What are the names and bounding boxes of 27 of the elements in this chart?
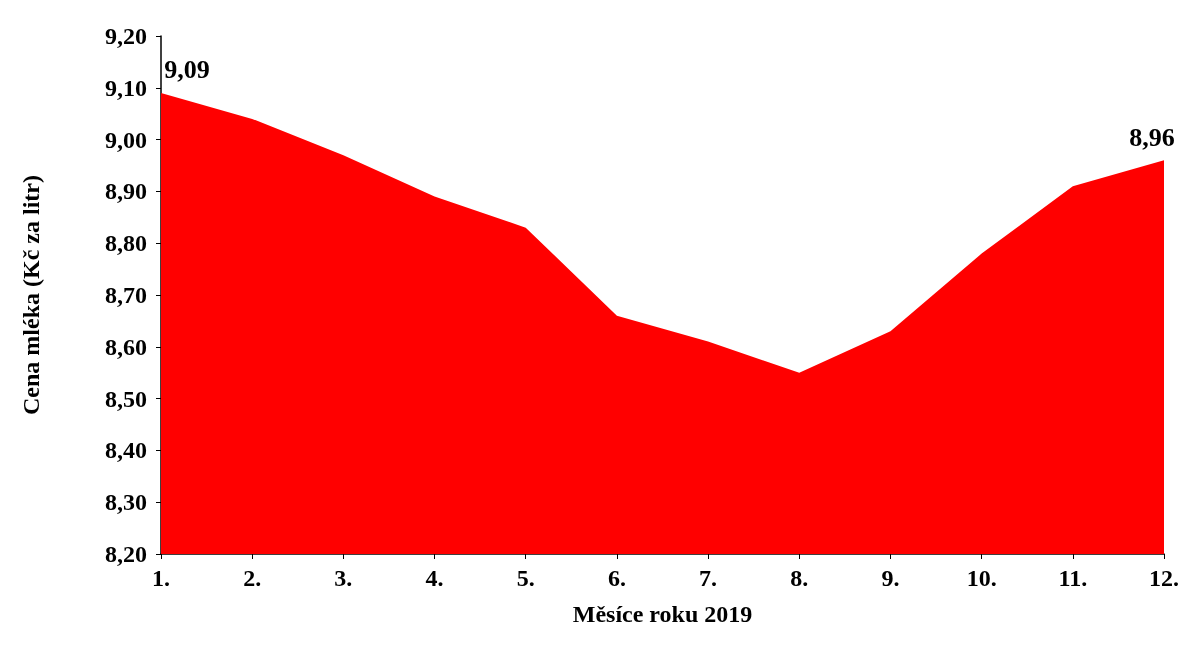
y-tick-label: 9,20 bbox=[105, 23, 147, 49]
y-tick-label: 8,30 bbox=[105, 489, 147, 516]
x-tick-label: 11. bbox=[1058, 565, 1088, 591]
x-tick-label: 2. bbox=[243, 565, 262, 591]
x-tick-label: 1. bbox=[152, 565, 170, 591]
y-tick-label: 8,60 bbox=[105, 333, 147, 360]
y-tick-label: 8,50 bbox=[105, 385, 147, 412]
x-tick-label: 5. bbox=[516, 565, 535, 591]
data-label: 9,09 bbox=[164, 55, 210, 85]
x-tick-label: 10. bbox=[966, 565, 997, 591]
y-tick-label: 8,70 bbox=[105, 282, 147, 308]
x-axis-title: Měsíce roku 2019 bbox=[572, 601, 753, 627]
y-tick-label: 8,90 bbox=[105, 178, 147, 205]
x-tick-label: 4. bbox=[425, 565, 444, 591]
x-tick-label: 12. bbox=[1149, 565, 1179, 591]
y-tick-label: 8,80 bbox=[105, 230, 147, 257]
x-tick-label: 9. bbox=[881, 565, 900, 591]
x-tick-label: 3. bbox=[334, 565, 353, 591]
y-tick-label: 9,00 bbox=[105, 126, 147, 153]
data-label: 8,96 bbox=[1129, 122, 1175, 152]
x-tick-label: 8. bbox=[790, 565, 809, 591]
y-tick-label: 8,40 bbox=[105, 437, 147, 464]
x-tick-label: 7. bbox=[699, 565, 718, 591]
y-tick-label: 8,20 bbox=[105, 541, 147, 567]
x-tick-label: 6. bbox=[607, 565, 626, 591]
y-tick-label: 9,10 bbox=[105, 74, 147, 101]
y-axis-title: Cena mléka (Kč za litr) bbox=[18, 175, 44, 415]
